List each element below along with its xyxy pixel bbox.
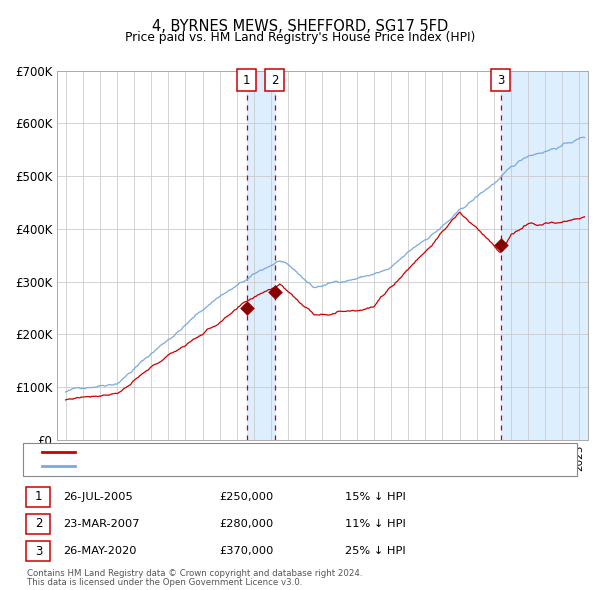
Text: 4, BYRNES MEWS, SHEFFORD, SG17 5FD: 4, BYRNES MEWS, SHEFFORD, SG17 5FD	[152, 19, 448, 34]
Bar	[500, 71, 588, 440]
Point	[496, 240, 505, 250]
Bar	[247, 71, 275, 440]
Text: 1: 1	[35, 490, 42, 503]
Text: 3: 3	[35, 545, 42, 558]
Text: £250,000: £250,000	[219, 492, 273, 502]
Text: 23-MAR-2007: 23-MAR-2007	[63, 519, 139, 529]
Text: 2: 2	[35, 517, 42, 530]
Text: HPI: Average price, detached house, Central Bedfordshire: HPI: Average price, detached house, Cent…	[82, 461, 397, 471]
Text: 26-MAY-2020: 26-MAY-2020	[63, 546, 137, 556]
Point	[270, 287, 280, 297]
Text: Price paid vs. HM Land Registry's House Price Index (HPI): Price paid vs. HM Land Registry's House …	[125, 31, 475, 44]
Text: 4, BYRNES MEWS, SHEFFORD, SG17 5FD (detached house): 4, BYRNES MEWS, SHEFFORD, SG17 5FD (deta…	[82, 447, 404, 457]
Text: 2: 2	[271, 74, 278, 87]
Text: Contains HM Land Registry data © Crown copyright and database right 2024.: Contains HM Land Registry data © Crown c…	[27, 569, 362, 578]
Text: 26-JUL-2005: 26-JUL-2005	[63, 492, 133, 502]
Text: This data is licensed under the Open Government Licence v3.0.: This data is licensed under the Open Gov…	[27, 578, 302, 588]
Text: 11% ↓ HPI: 11% ↓ HPI	[345, 519, 406, 529]
Text: 3: 3	[497, 74, 505, 87]
Text: 25% ↓ HPI: 25% ↓ HPI	[345, 546, 406, 556]
Point	[242, 303, 251, 313]
Text: £370,000: £370,000	[219, 546, 274, 556]
Text: 15% ↓ HPI: 15% ↓ HPI	[345, 492, 406, 502]
Text: 1: 1	[243, 74, 250, 87]
Text: £280,000: £280,000	[219, 519, 273, 529]
